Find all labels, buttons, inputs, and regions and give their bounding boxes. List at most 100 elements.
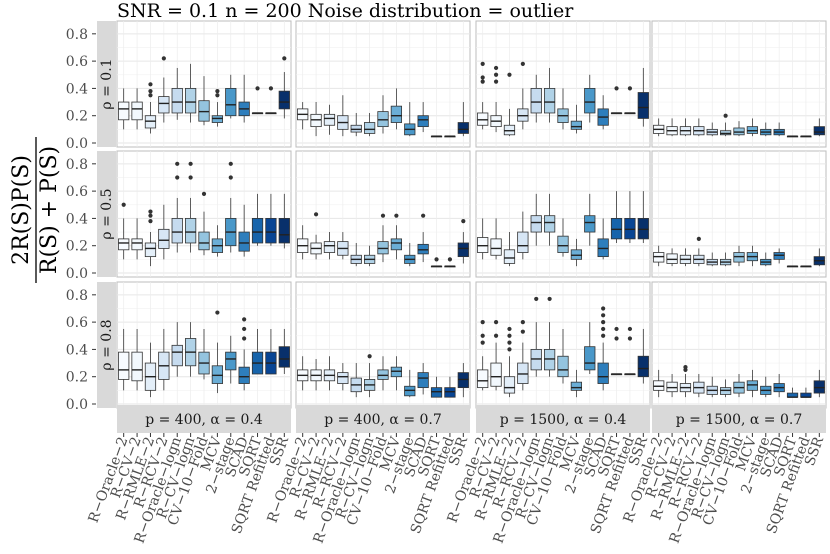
y-tick-label: 0.0 bbox=[66, 397, 88, 413]
outlier-point bbox=[627, 326, 633, 332]
panel bbox=[475, 150, 651, 278]
outlier-point bbox=[520, 61, 525, 66]
box bbox=[184, 88, 197, 114]
outlier-point bbox=[493, 320, 499, 325]
row-strip-label: ρ = 0.1 bbox=[99, 58, 115, 109]
column-strip bbox=[652, 405, 826, 433]
box bbox=[490, 362, 502, 387]
outlier-point bbox=[242, 317, 247, 322]
y-tick-label: 0.6 bbox=[66, 54, 88, 70]
outlier-point bbox=[175, 161, 180, 166]
outlier-point bbox=[148, 82, 153, 87]
outlier-point bbox=[534, 296, 539, 302]
box bbox=[457, 242, 469, 258]
box bbox=[543, 88, 556, 114]
box bbox=[337, 372, 349, 384]
outlier-point bbox=[493, 333, 499, 338]
panel bbox=[116, 150, 292, 278]
outlier-point bbox=[723, 113, 728, 118]
box bbox=[637, 92, 649, 119]
box bbox=[570, 381, 583, 391]
box bbox=[144, 242, 157, 258]
box bbox=[278, 90, 290, 110]
outlier-point bbox=[161, 56, 166, 61]
box bbox=[530, 215, 542, 233]
outlier-point bbox=[480, 333, 485, 338]
box bbox=[238, 366, 250, 384]
outlier-point bbox=[507, 347, 512, 352]
row-strip bbox=[97, 282, 116, 408]
outlier-point bbox=[175, 175, 180, 180]
y-tick-label: 0.6 bbox=[66, 184, 88, 200]
column-strip bbox=[296, 405, 470, 433]
panel bbox=[475, 20, 651, 148]
box bbox=[158, 96, 170, 114]
box bbox=[390, 238, 403, 251]
outlier-point bbox=[683, 365, 688, 370]
outlier-point bbox=[461, 219, 466, 224]
box bbox=[158, 228, 170, 249]
y-tick-label: 0.0 bbox=[66, 266, 88, 282]
panel bbox=[116, 20, 292, 148]
outlier-point bbox=[601, 333, 606, 338]
outlier-point bbox=[601, 320, 606, 325]
outlier-point bbox=[614, 86, 619, 91]
y-tick-label: 0.0 bbox=[66, 136, 88, 152]
box bbox=[503, 249, 516, 264]
y-tick-label: 0.4 bbox=[66, 211, 88, 227]
outlier-point bbox=[148, 219, 153, 224]
outlier-point bbox=[447, 257, 453, 262]
outlier-point bbox=[148, 209, 153, 214]
outlier-point bbox=[493, 79, 499, 84]
outlier-point bbox=[601, 306, 606, 311]
box bbox=[171, 344, 183, 367]
row-strip-label: ρ = 0.5 bbox=[99, 188, 115, 239]
outlier-point bbox=[282, 56, 287, 61]
box bbox=[570, 120, 583, 130]
box bbox=[390, 105, 403, 123]
box bbox=[171, 218, 183, 244]
outlier-point bbox=[242, 336, 247, 341]
outlier-point bbox=[268, 86, 274, 91]
y-tick-label: 0.2 bbox=[66, 109, 88, 125]
outlier-point bbox=[313, 212, 319, 217]
outlier-point bbox=[480, 79, 485, 84]
box bbox=[503, 376, 516, 394]
box bbox=[530, 88, 542, 114]
outlier-point bbox=[215, 89, 220, 94]
box bbox=[517, 231, 529, 253]
row-strip bbox=[97, 151, 116, 277]
box bbox=[118, 351, 130, 380]
y-axis-label-denominator: R(S) + P(S) bbox=[37, 146, 62, 274]
box bbox=[597, 362, 609, 384]
column-strip-label: p = 400, α = 0.7 bbox=[324, 412, 442, 428]
box bbox=[584, 215, 596, 233]
panel bbox=[295, 281, 471, 409]
y-axis-label-numerator: 2R(S)P(S) bbox=[9, 155, 34, 265]
box bbox=[543, 215, 556, 233]
outlier-point bbox=[380, 213, 386, 218]
outlier-point bbox=[228, 161, 233, 166]
box bbox=[265, 218, 277, 244]
outlier-point bbox=[201, 191, 207, 196]
outlier-point bbox=[614, 336, 619, 341]
outlier-point bbox=[601, 313, 606, 318]
outlier-point bbox=[215, 93, 220, 98]
y-tick-label: 0.2 bbox=[66, 239, 88, 255]
column-strip-label: p = 1500, α = 0.4 bbox=[500, 412, 627, 428]
outlier-point bbox=[547, 296, 552, 302]
box bbox=[118, 101, 130, 121]
box bbox=[363, 122, 376, 134]
panel bbox=[651, 281, 827, 409]
outlier-point bbox=[421, 213, 426, 218]
outlier-point bbox=[480, 340, 485, 345]
outlier-point bbox=[520, 320, 525, 325]
y-tick-label: 0.6 bbox=[66, 315, 88, 331]
outlier-point bbox=[188, 161, 193, 166]
outlier-point bbox=[507, 333, 512, 338]
outlier-point bbox=[394, 213, 399, 218]
outlier-point bbox=[148, 93, 153, 98]
panel bbox=[295, 20, 471, 148]
outlier-point bbox=[507, 326, 512, 332]
outlier-point bbox=[215, 310, 220, 315]
